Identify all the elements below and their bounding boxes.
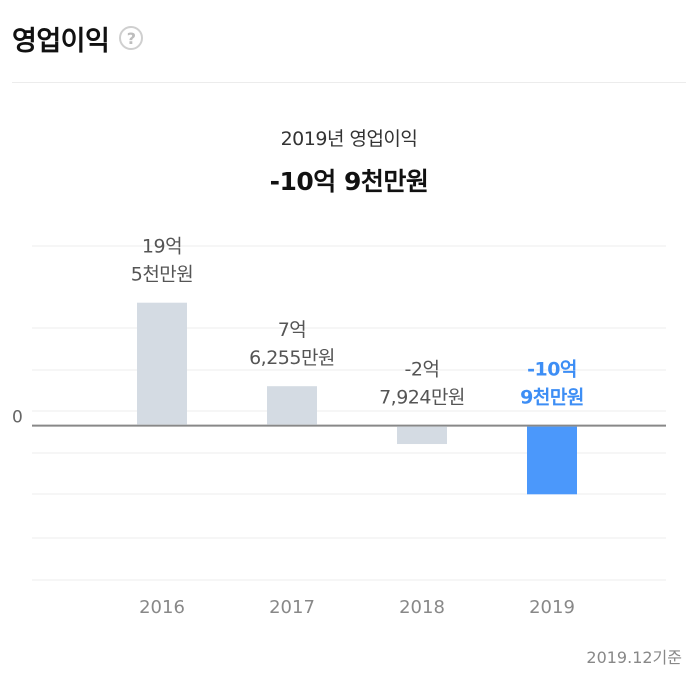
header-divider bbox=[12, 82, 686, 83]
summary-value: -10억 9천만원 bbox=[269, 167, 429, 196]
section-title: 영업이익 bbox=[12, 25, 110, 57]
bar-2019 bbox=[527, 426, 577, 495]
bar-2018 bbox=[397, 426, 447, 445]
data-label-2019-2: 9천만원 bbox=[520, 387, 584, 409]
data-label-2018-2: 7,924만원 bbox=[379, 387, 465, 409]
bar-2016 bbox=[137, 302, 187, 425]
data-label-2016-2: 5천만원 bbox=[131, 264, 194, 286]
operating-profit-bar-chart: 0 19억 5천만원 2016 7억 6,255만원 2017 -2억 7,924만원 2018 -… bbox=[12, 236, 666, 618]
data-label-2018-1: -2억 bbox=[405, 359, 440, 381]
x-tick-2019: 2019 bbox=[529, 597, 575, 618]
section-header: 영업이익 ? bbox=[12, 18, 144, 58]
x-tick-2016: 2016 bbox=[139, 597, 185, 618]
x-tick-2017: 2017 bbox=[269, 597, 315, 618]
x-tick-2018: 2018 bbox=[399, 597, 445, 618]
question-circle-icon[interactable]: ? bbox=[119, 26, 144, 50]
data-label-2016-1: 19억 bbox=[142, 236, 182, 258]
summary-label: 2019년 영업이익 bbox=[280, 128, 418, 150]
bar-2017 bbox=[267, 386, 317, 425]
data-label-2017-2: 6,255만원 bbox=[249, 347, 335, 369]
data-label-2017-1: 7억 bbox=[278, 319, 307, 341]
reference-date: 2019.12기준 bbox=[586, 648, 682, 667]
data-label-2019-1: -10억 bbox=[527, 359, 577, 381]
zero-axis-label: 0 bbox=[12, 408, 23, 428]
